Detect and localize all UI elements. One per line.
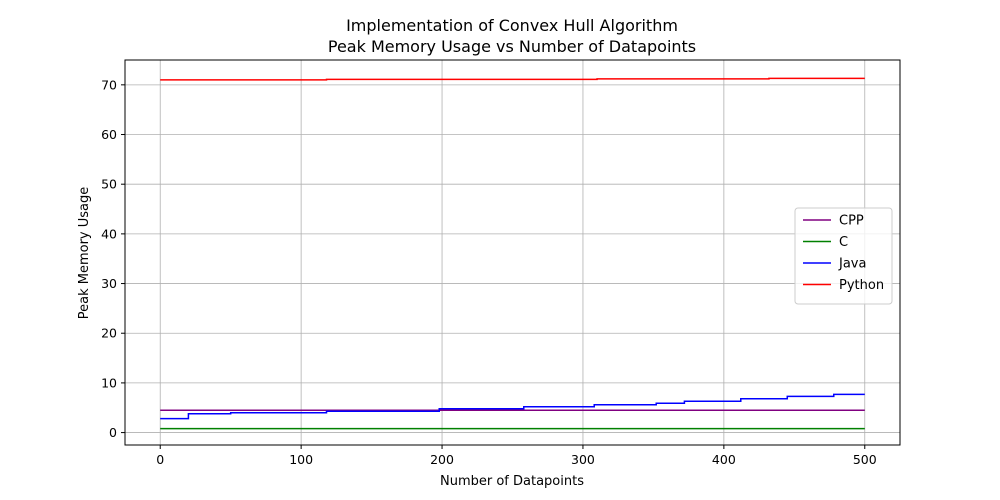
x-tick-label: 200	[430, 452, 454, 467]
y-axis-label: Peak Memory Usage	[77, 187, 92, 320]
legend-entry-label: Python	[839, 278, 884, 293]
series-lines	[160, 77, 865, 430]
axis-ticks: 0 100 200 300 400 500 0 10 20 30 40 50 60 70	[101, 77, 877, 467]
y-tick-label: 70	[101, 77, 117, 92]
x-tick-label: 0	[156, 452, 164, 467]
y-tick-label: 0	[109, 425, 117, 440]
series-line-java	[160, 393, 865, 420]
series-line-python	[160, 77, 865, 81]
x-tick-label: 500	[853, 452, 877, 467]
y-tick-label: 60	[101, 127, 117, 142]
legend-entry-label: Java	[838, 257, 866, 272]
y-tick-label: 20	[101, 326, 117, 341]
y-tick-label: 10	[101, 375, 117, 390]
y-tick-label: 40	[101, 226, 117, 241]
x-tick-label: 300	[571, 452, 595, 467]
grid	[125, 60, 900, 445]
legend-box	[794, 207, 893, 305]
x-tick-label: 400	[712, 452, 736, 467]
chart-title: Implementation of Convex Hull Algorithm	[346, 16, 678, 35]
y-tick-label: 30	[101, 276, 117, 291]
x-axis-label: Number of Datapoints	[440, 474, 584, 489]
y-tick-label: 50	[101, 177, 117, 192]
legend: CPP C Java Python	[794, 207, 893, 305]
legend-entry-label: C	[839, 235, 848, 250]
x-tick-label: 100	[289, 452, 313, 467]
chart-subtitle: Peak Memory Usage vs Number of Datapoint…	[328, 37, 696, 56]
plot-frame	[124, 59, 901, 446]
legend-entry-label: CPP	[839, 214, 864, 229]
